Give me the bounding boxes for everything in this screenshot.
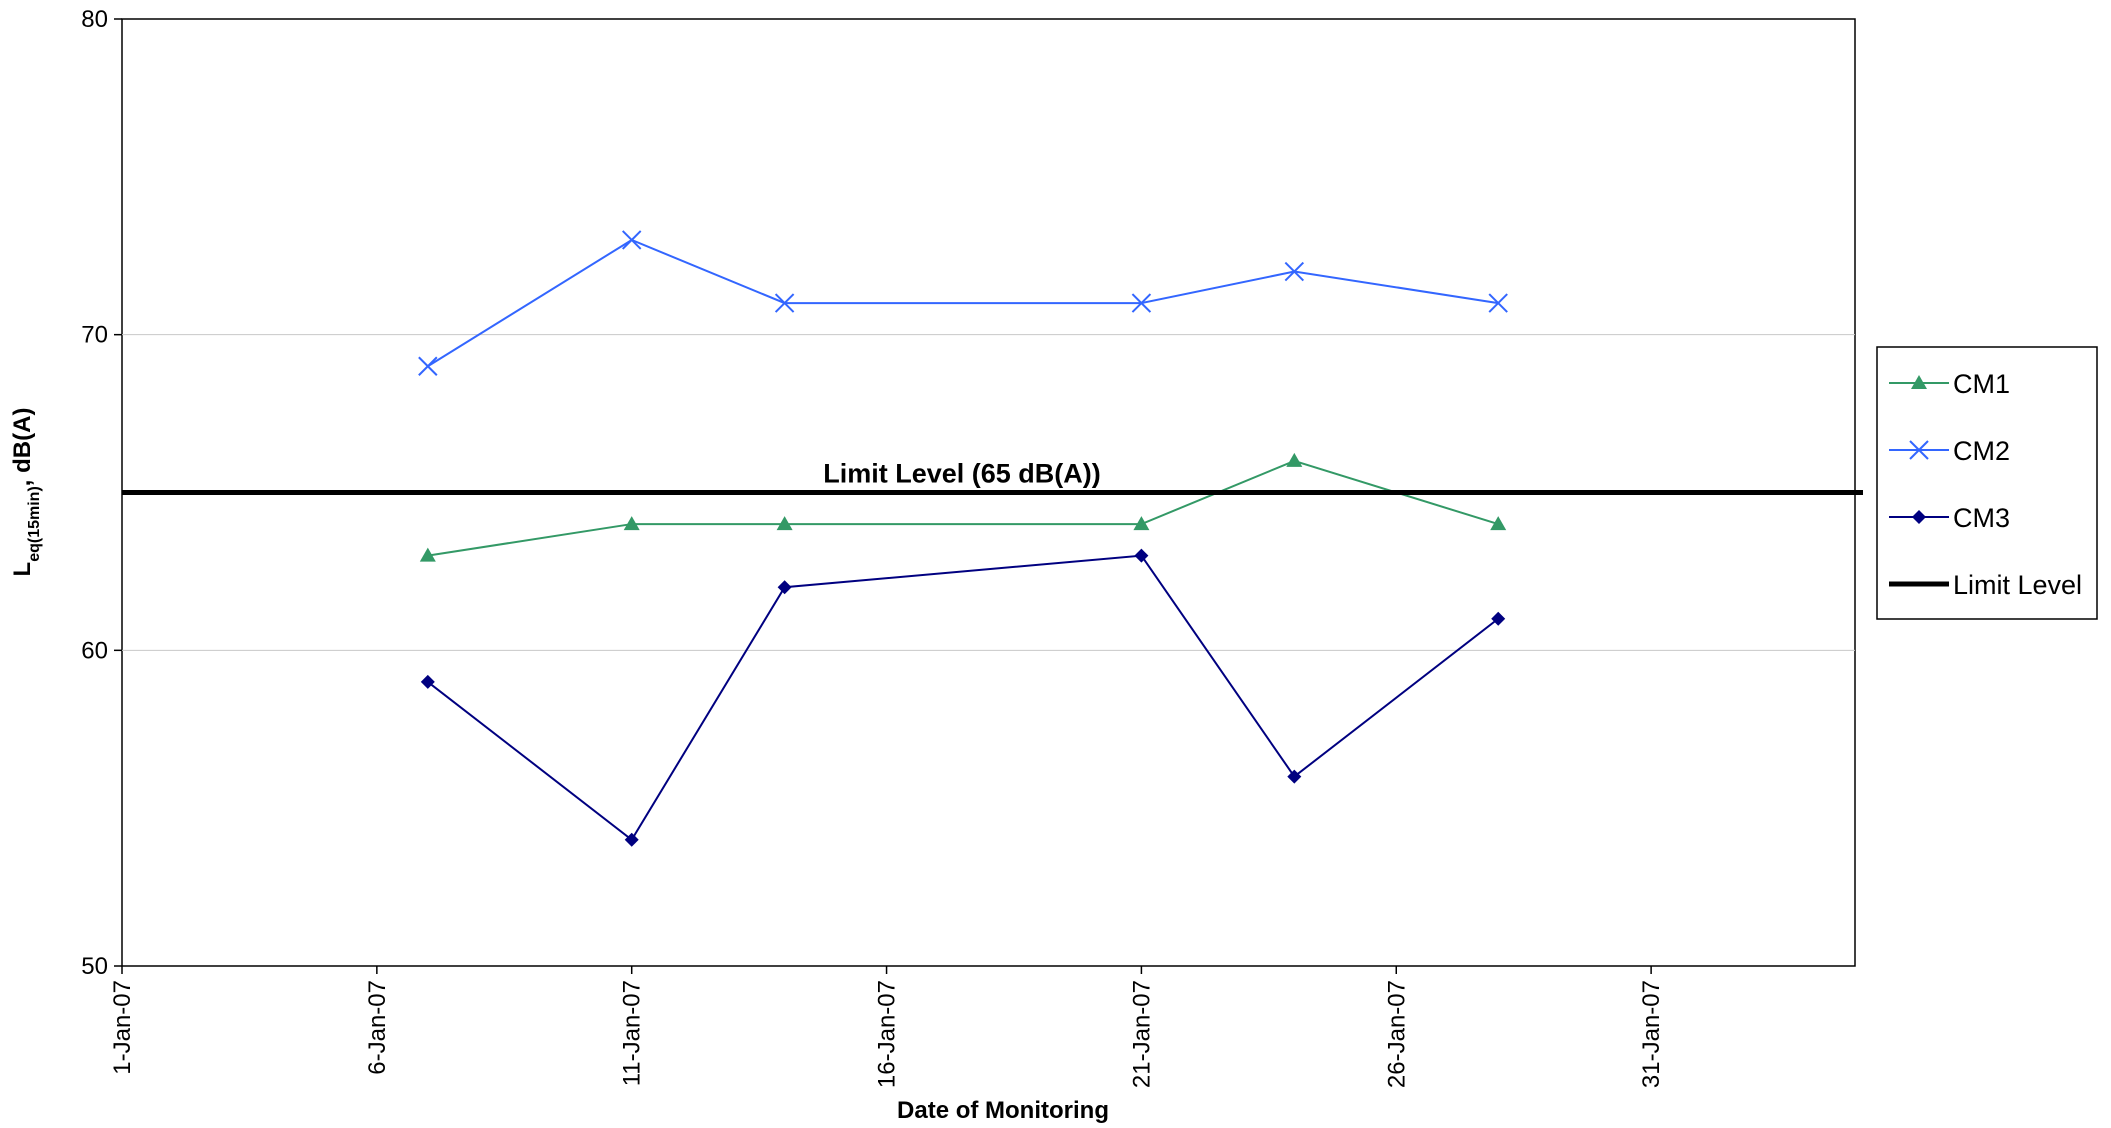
legend-label-cm2: CM2: [1953, 436, 2010, 466]
data-point-cm3: [624, 832, 639, 847]
x-tick-label: 6-Jan-07: [364, 980, 391, 1075]
gridlines: [122, 334, 1855, 651]
legend-label-cm1: CM1: [1953, 369, 2010, 399]
series-line-cm2: [427, 238, 1499, 368]
legend-item-cm2: CM2: [1889, 436, 2010, 466]
data-point-cm2-stroke: [418, 356, 438, 376]
x-axis-title: Date of Monitoring: [897, 1097, 1109, 1124]
data-point-cm2-stroke: [1131, 293, 1152, 313]
series-cm1: [419, 452, 1507, 562]
data-point-cm2-stroke: [774, 293, 795, 313]
legend-item-cm3: CM3: [1889, 503, 2010, 533]
legend-item-cm1: CM1: [1889, 369, 2010, 399]
legend-marker-cm2-stroke: [1909, 440, 1929, 460]
x-tick-label: 31-Jan-07: [1638, 980, 1665, 1088]
legend-label-cm3: CM3: [1953, 503, 2010, 533]
data-point-cm1: [1133, 516, 1150, 531]
data-point-cm2: [1131, 293, 1152, 313]
legend-marker-cm1: [1911, 375, 1927, 389]
data-point-cm2: [1284, 261, 1305, 282]
legend-box: [1876, 346, 2098, 620]
series-line-cm1: [427, 459, 1499, 557]
legend-marker-cm2: [1909, 440, 1929, 460]
data-point-cm1: [1490, 516, 1507, 531]
data-point-cm1: [1286, 452, 1303, 467]
limit-level: Limit Level (65 dB(A)): [122, 459, 1863, 495]
x-tick-label: 26-Jan-07: [1383, 980, 1410, 1088]
legend-label-limit-level: Limit Level: [1953, 570, 2082, 600]
y-tick-label-80: 80: [81, 6, 108, 33]
data-point-cm3: [1287, 769, 1302, 784]
legend: CM1 CM2 CM3 Limit Level: [1876, 346, 2098, 620]
data-point-cm2: [774, 293, 795, 313]
data-series: [418, 230, 1508, 847]
x-tick-label: 11-Jan-07: [619, 980, 646, 1086]
data-point-cm1: [776, 516, 793, 531]
legend-marker-cm3: [1912, 510, 1926, 524]
x-tick-label: 1-Jan-07: [109, 980, 136, 1075]
data-point-cm3: [1491, 611, 1506, 626]
data-point-cm3: [420, 674, 435, 689]
x-tick-label: 21-Jan-07: [1128, 980, 1155, 1088]
series-line-cm3: [427, 554, 1499, 842]
y-tick-label-60: 60: [81, 637, 108, 664]
x-tick-label: 16-Jan-07: [874, 980, 901, 1088]
data-point-cm2-stroke: [1284, 261, 1305, 282]
y-tick-label-70: 70: [81, 322, 108, 349]
data-point-cm2: [418, 356, 438, 376]
data-point-cm1: [419, 547, 436, 562]
x-axis-ticks: 1-Jan-07 6-Jan-07 11-Jan-07 16-Jan-07 21-Jan…: [109, 966, 1665, 1088]
limit-level-annotation: Limit Level (65 dB(A)): [823, 459, 1101, 489]
data-point-cm2: [621, 230, 642, 250]
y-axis-title: Leq(15min), dB(A): [9, 408, 43, 577]
data-point-cm3: [1134, 548, 1149, 563]
data-point-cm2-stroke: [621, 230, 642, 250]
series-cm2: [418, 230, 1508, 376]
y-tick-label-50: 50: [81, 953, 108, 980]
data-point-cm3: [777, 580, 792, 595]
series-cm3: [420, 548, 1506, 847]
y-axis-ticks: 50 60 70 80: [81, 6, 122, 980]
data-point-cm2: [1488, 293, 1508, 313]
legend-item-limit-level: Limit Level: [1889, 570, 2082, 600]
data-point-cm1: [623, 516, 640, 531]
data-point-cm2-stroke: [1488, 293, 1508, 313]
